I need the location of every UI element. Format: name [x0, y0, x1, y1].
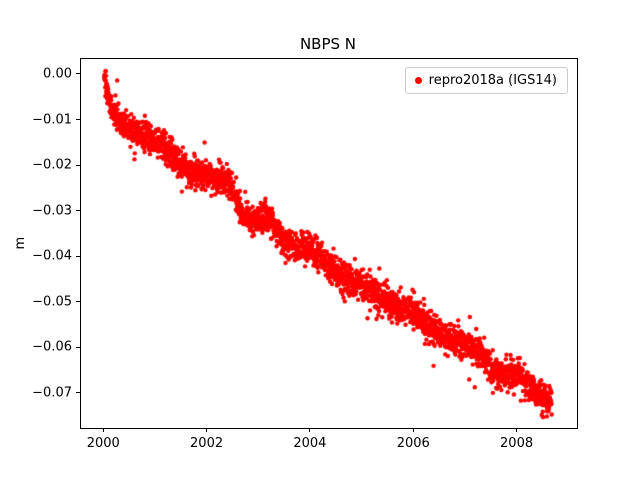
plot-area: repro2018a (IGS14) — [80, 58, 578, 429]
y-tick — [76, 119, 80, 120]
x-tick — [206, 428, 208, 432]
x-tick-label: 2008 — [500, 436, 534, 451]
legend-label: repro2018a (IGS14) — [428, 73, 557, 88]
y-tick-label: 0.00 — [43, 66, 72, 82]
x-tick-label: 2002 — [190, 436, 224, 451]
x-tick — [309, 428, 311, 432]
y-tick-label: −0.04 — [32, 248, 72, 264]
y-tick-label: −0.01 — [32, 112, 72, 127]
x-tick — [102, 428, 104, 432]
y-tick — [76, 346, 80, 348]
x-tick — [516, 428, 518, 432]
y-tick-label: −0.06 — [32, 339, 72, 355]
y-tick — [76, 255, 80, 257]
y-tick — [76, 210, 80, 212]
x-tick-label: 2004 — [293, 436, 327, 451]
y-tick — [76, 301, 80, 303]
y-tick-label: −0.07 — [32, 385, 72, 401]
y-tick-label: −0.03 — [32, 203, 72, 219]
x-tick — [412, 428, 414, 432]
x-tick-label: 2000 — [86, 436, 120, 451]
y-tick — [76, 392, 80, 394]
y-tick — [76, 164, 80, 166]
legend-marker-icon — [414, 77, 422, 84]
scatter-series — [81, 59, 577, 428]
legend: repro2018a (IGS14) — [404, 67, 568, 94]
y-tick-label: −0.05 — [32, 294, 72, 310]
y-tick — [76, 73, 80, 75]
chart-title: NBPS N — [299, 35, 357, 53]
y-axis-label: m — [12, 236, 28, 250]
y-tick-label: −0.02 — [32, 157, 72, 173]
x-tick-label: 2006 — [396, 436, 430, 451]
